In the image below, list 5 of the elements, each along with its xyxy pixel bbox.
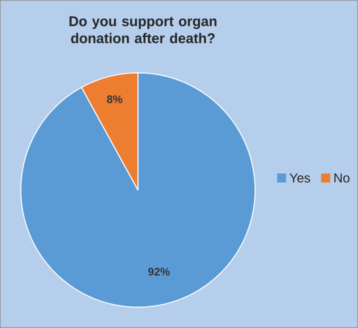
legend-label: Yes [290, 173, 310, 183]
data-label: 92% [148, 268, 170, 276]
data-label: 8% [107, 95, 122, 104]
chart-title: Do you support organ donation after death? [70, 16, 216, 44]
legend-label: No [334, 173, 350, 183]
